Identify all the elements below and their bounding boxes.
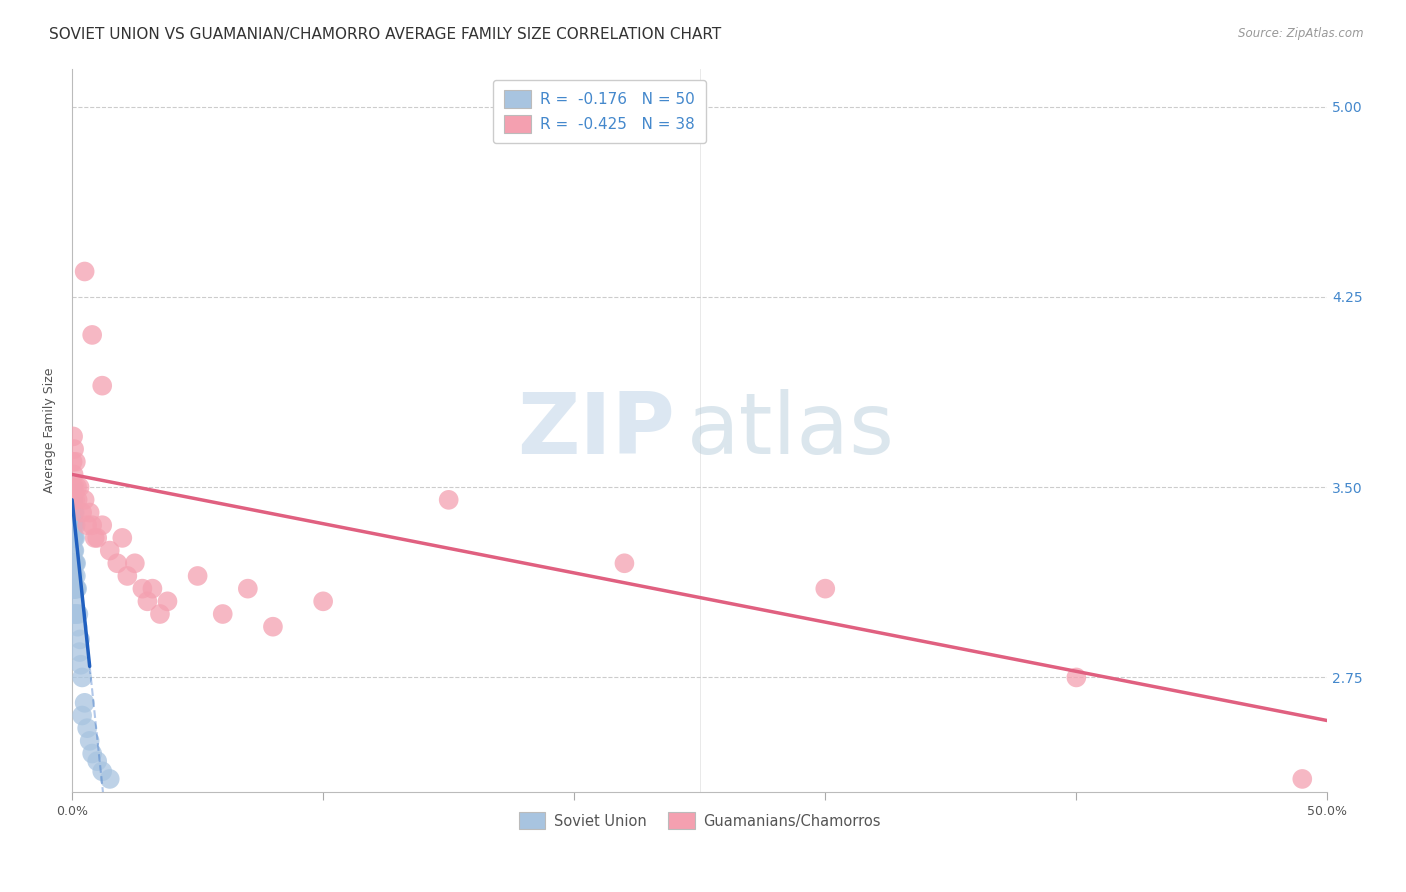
Y-axis label: Average Family Size: Average Family Size bbox=[44, 368, 56, 492]
Point bbox=[62, 582, 84, 596]
Legend: Soviet Union, Guamanians/Chamorros: Soviet Union, Guamanians/Chamorros bbox=[513, 806, 887, 835]
Point bbox=[124, 556, 146, 570]
Point bbox=[62, 506, 84, 520]
Point bbox=[131, 582, 153, 596]
Point bbox=[62, 480, 84, 494]
Point bbox=[262, 620, 284, 634]
Point bbox=[69, 480, 91, 494]
Point bbox=[65, 455, 87, 469]
Point bbox=[62, 543, 84, 558]
Point bbox=[91, 378, 114, 392]
Point bbox=[62, 518, 84, 533]
Point bbox=[63, 518, 86, 533]
Point bbox=[149, 607, 172, 621]
Point bbox=[65, 582, 87, 596]
Point bbox=[62, 556, 84, 570]
Point bbox=[63, 569, 86, 583]
Point bbox=[62, 492, 84, 507]
Point bbox=[65, 569, 87, 583]
Point bbox=[63, 582, 86, 596]
Point bbox=[63, 531, 86, 545]
Point bbox=[91, 518, 114, 533]
Point bbox=[66, 582, 89, 596]
Point bbox=[141, 582, 163, 596]
Point bbox=[62, 518, 84, 533]
Point bbox=[69, 632, 91, 647]
Point bbox=[62, 531, 84, 545]
Point bbox=[1066, 670, 1088, 684]
Point bbox=[117, 569, 139, 583]
Point bbox=[70, 708, 93, 723]
Point bbox=[66, 480, 89, 494]
Point bbox=[613, 556, 636, 570]
Point bbox=[82, 747, 104, 761]
Point bbox=[63, 506, 86, 520]
Point bbox=[79, 734, 101, 748]
Point bbox=[111, 531, 134, 545]
Point bbox=[66, 620, 89, 634]
Point bbox=[62, 582, 84, 596]
Point bbox=[70, 506, 93, 520]
Point bbox=[73, 696, 96, 710]
Text: Source: ZipAtlas.com: Source: ZipAtlas.com bbox=[1239, 27, 1364, 40]
Point bbox=[63, 594, 86, 608]
Point bbox=[156, 594, 179, 608]
Point bbox=[63, 607, 86, 621]
Point bbox=[437, 492, 460, 507]
Point bbox=[63, 531, 86, 545]
Point bbox=[76, 721, 98, 735]
Point bbox=[62, 556, 84, 570]
Point bbox=[65, 607, 87, 621]
Point bbox=[82, 327, 104, 342]
Point bbox=[814, 582, 837, 596]
Point bbox=[73, 492, 96, 507]
Point bbox=[62, 531, 84, 545]
Point bbox=[91, 764, 114, 779]
Point bbox=[62, 480, 84, 494]
Point bbox=[187, 569, 209, 583]
Text: atlas: atlas bbox=[688, 389, 896, 472]
Point bbox=[136, 594, 159, 608]
Point bbox=[63, 480, 86, 494]
Point bbox=[62, 506, 84, 520]
Point bbox=[65, 556, 87, 570]
Point bbox=[105, 556, 128, 570]
Point bbox=[63, 543, 86, 558]
Point bbox=[66, 492, 89, 507]
Point bbox=[98, 543, 121, 558]
Point bbox=[63, 556, 86, 570]
Point bbox=[63, 442, 86, 456]
Point bbox=[312, 594, 335, 608]
Text: ZIP: ZIP bbox=[517, 389, 675, 472]
Point bbox=[1291, 772, 1313, 786]
Point bbox=[211, 607, 233, 621]
Point bbox=[65, 556, 87, 570]
Point bbox=[83, 531, 105, 545]
Point bbox=[236, 582, 259, 596]
Point bbox=[86, 531, 108, 545]
Point bbox=[82, 518, 104, 533]
Point bbox=[70, 670, 93, 684]
Point bbox=[70, 657, 93, 672]
Point bbox=[79, 506, 101, 520]
Point bbox=[63, 492, 86, 507]
Point bbox=[76, 518, 98, 533]
Point bbox=[62, 492, 84, 507]
Point bbox=[73, 264, 96, 278]
Point bbox=[65, 582, 87, 596]
Point bbox=[62, 429, 84, 443]
Point bbox=[63, 582, 86, 596]
Point bbox=[62, 467, 84, 482]
Point bbox=[98, 772, 121, 786]
Point bbox=[62, 569, 84, 583]
Point bbox=[86, 754, 108, 768]
Point bbox=[62, 607, 84, 621]
Point bbox=[65, 518, 87, 533]
Point bbox=[69, 645, 91, 659]
Point bbox=[67, 607, 90, 621]
Text: SOVIET UNION VS GUAMANIAN/CHAMORRO AVERAGE FAMILY SIZE CORRELATION CHART: SOVIET UNION VS GUAMANIAN/CHAMORRO AVERA… bbox=[49, 27, 721, 42]
Point bbox=[62, 455, 84, 469]
